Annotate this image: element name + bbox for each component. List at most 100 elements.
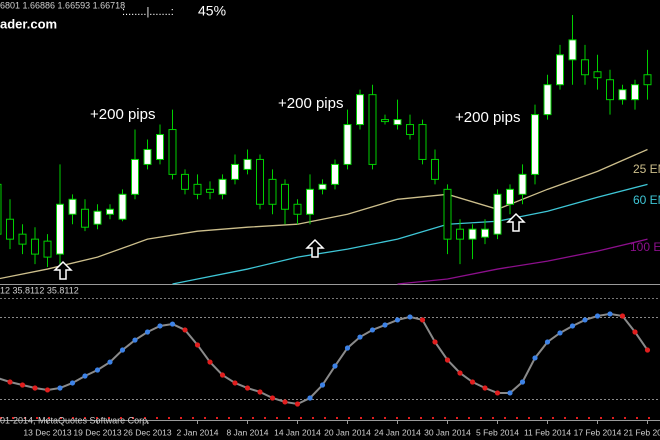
- oscillator-dot: [594, 313, 601, 319]
- oscillator-dot: [57, 385, 63, 391]
- oscillator-dot: [582, 317, 588, 323]
- candle-body: [568, 39, 577, 61]
- candle-body: [131, 158, 139, 195]
- candle-body: [468, 228, 477, 240]
- x-tick-label: 26 Dec 2013: [123, 427, 171, 437]
- candle-body: [143, 148, 152, 165]
- oscillator-dot: [469, 379, 476, 385]
- x-tick-label: 21 Feb 2014: [624, 427, 660, 437]
- oscillator-dot: [294, 401, 301, 407]
- candle-body: [618, 89, 627, 101]
- candle-body: [381, 119, 389, 123]
- oscillator-dot: [32, 385, 38, 391]
- candle-body: [406, 124, 414, 136]
- x-tick-label: 8 Jan 2014: [226, 427, 268, 437]
- candle-body: [268, 178, 277, 205]
- candle-body: [631, 84, 639, 101]
- candle-body: [493, 193, 502, 235]
- oscillator-dot: [544, 339, 551, 345]
- watermark: ader.com: [0, 16, 57, 31]
- oscillator-dot: [307, 395, 313, 401]
- candle-body: [118, 193, 127, 220]
- candle-body: [531, 114, 539, 175]
- candle-body: [193, 183, 202, 195]
- copyright: 01-2014, MetaQuotes Software Corp.: [0, 415, 150, 425]
- candle-body: [93, 210, 102, 225]
- oscillator-dot: [344, 345, 351, 351]
- candle-body: [231, 163, 239, 180]
- oscillator-dot: [357, 334, 363, 340]
- oscillator-dot: [369, 327, 376, 333]
- oscillator-dot: [619, 313, 626, 319]
- candle-body: [518, 173, 527, 195]
- oscillator-dot: [232, 380, 238, 386]
- oscillator-dot: [632, 329, 638, 335]
- progress-text: 45%: [198, 3, 226, 19]
- oscillator-dot: [269, 395, 276, 401]
- annotation: +200 pips: [90, 106, 155, 123]
- oscillator-dot: [144, 329, 151, 335]
- candle-body: [106, 208, 114, 215]
- oscillator-dot: [644, 347, 651, 353]
- oscillator-dot: [432, 339, 438, 345]
- candle-body: [606, 79, 614, 101]
- candle-body: [243, 158, 252, 170]
- candle-body: [281, 183, 289, 210]
- candle-body: [331, 163, 339, 185]
- annotation: +200 pips: [278, 95, 343, 112]
- oscillator-dot: [119, 347, 126, 353]
- x-tick-label: 5 Feb 2014: [476, 427, 519, 437]
- oscillator-dot: [182, 327, 188, 333]
- oscillator-dot: [507, 390, 513, 396]
- candle-body: [68, 198, 77, 215]
- candle-body: [306, 188, 314, 215]
- x-tick-label: 20 Jan 2014: [324, 427, 371, 437]
- candle-body: [206, 188, 214, 193]
- oscillator-dot: [419, 317, 426, 323]
- ema-label: 25 EMA: [633, 162, 660, 176]
- oscillator-dot: [444, 357, 451, 363]
- ema-line: [172, 183, 648, 285]
- oscillator-dot: [69, 380, 76, 386]
- oscillator-dot: [107, 359, 113, 365]
- candle-body: [18, 233, 27, 245]
- oscillator-dot: [482, 385, 488, 391]
- oscillator-dot: [157, 323, 163, 329]
- oscillator-dot: [7, 379, 13, 385]
- candle-body: [418, 124, 427, 160]
- candle-body: [0, 183, 2, 235]
- x-tick-label: 17 Feb 2014: [574, 427, 622, 437]
- up-arrow: [506, 212, 526, 232]
- x-tick-label: 11 Feb 2014: [524, 427, 571, 437]
- oscillator-dot: [319, 382, 326, 388]
- candle-body: [368, 94, 377, 165]
- up-arrow: [53, 260, 73, 280]
- oscillator-dot: [557, 330, 563, 336]
- candle-body: [593, 71, 602, 79]
- candle-body: [643, 74, 652, 86]
- oscillator-dot: [457, 370, 463, 376]
- oscillator-dot: [19, 382, 26, 388]
- x-tick-label: 14 Jan 2014: [274, 427, 321, 437]
- oscillator-dot: [569, 323, 576, 329]
- candle-body: [81, 208, 89, 228]
- candle-body: [156, 134, 164, 160]
- candle-body: [431, 158, 439, 180]
- candle-body: [456, 228, 464, 240]
- candle-body: [293, 203, 302, 215]
- oscillator-dot: [607, 311, 613, 317]
- ema-label: 60 EMA: [633, 193, 660, 207]
- candle-body: [343, 124, 352, 165]
- oscillator-dot: [169, 321, 176, 327]
- candle-body: [543, 84, 552, 116]
- annotation: +200 pips: [455, 109, 520, 126]
- candle-body: [56, 203, 64, 255]
- candle-body: [256, 158, 264, 205]
- oscillator-dot: [519, 379, 526, 385]
- oscillator-dot: [532, 355, 538, 361]
- oscillator-dot: [194, 342, 201, 348]
- candle-body: [556, 54, 564, 86]
- oscillator-dot: [257, 389, 263, 395]
- x-tick-label: 24 Jan 2014: [374, 427, 421, 437]
